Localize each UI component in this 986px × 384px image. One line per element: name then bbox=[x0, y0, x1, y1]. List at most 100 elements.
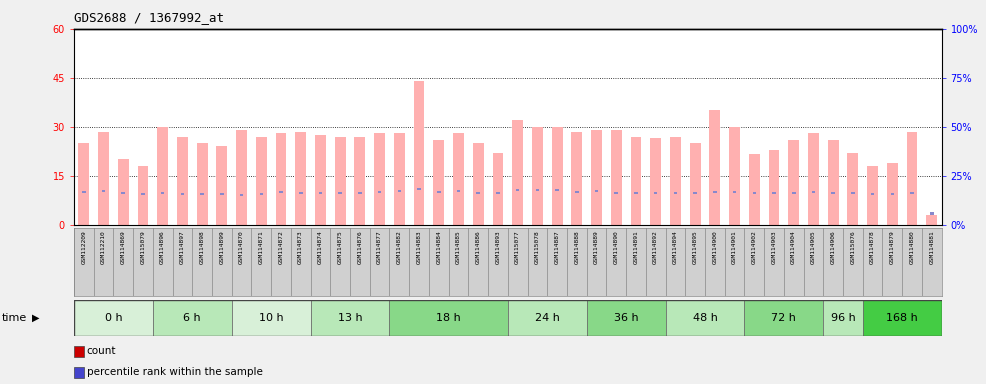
Bar bbox=[153, 300, 232, 336]
Text: count: count bbox=[87, 346, 116, 356]
Bar bbox=[240, 194, 244, 196]
Text: GSM115078: GSM115078 bbox=[534, 230, 540, 264]
Bar bbox=[397, 190, 401, 192]
Text: GSM114882: GSM114882 bbox=[396, 230, 402, 264]
Text: GSM114904: GSM114904 bbox=[791, 230, 797, 264]
Text: GSM115076: GSM115076 bbox=[850, 230, 856, 264]
Bar bbox=[378, 191, 382, 193]
Text: GSM114899: GSM114899 bbox=[219, 230, 225, 264]
Text: GSM114880: GSM114880 bbox=[909, 230, 915, 264]
Text: GSM114902: GSM114902 bbox=[751, 230, 757, 264]
Bar bbox=[610, 130, 621, 225]
Text: GSM114884: GSM114884 bbox=[436, 230, 442, 264]
Text: time: time bbox=[2, 313, 28, 323]
Bar bbox=[926, 215, 937, 225]
Bar bbox=[358, 192, 362, 194]
Bar bbox=[887, 163, 897, 225]
Text: 13 h: 13 h bbox=[338, 313, 362, 323]
Bar bbox=[827, 140, 838, 225]
Bar bbox=[871, 193, 875, 195]
Bar bbox=[180, 193, 184, 195]
Text: GSM114876: GSM114876 bbox=[357, 230, 363, 264]
Bar bbox=[654, 192, 658, 194]
Bar bbox=[492, 153, 503, 225]
Text: GSM114869: GSM114869 bbox=[120, 230, 126, 264]
Bar bbox=[595, 190, 599, 192]
Text: GSM114887: GSM114887 bbox=[554, 230, 560, 264]
Bar bbox=[906, 132, 917, 225]
Text: GSM114879: GSM114879 bbox=[889, 230, 895, 264]
Bar bbox=[535, 189, 539, 191]
Text: percentile rank within the sample: percentile rank within the sample bbox=[87, 367, 262, 377]
Bar bbox=[752, 192, 756, 194]
Text: GSM114874: GSM114874 bbox=[317, 230, 323, 264]
Text: GSM114905: GSM114905 bbox=[810, 230, 816, 264]
Text: GSM114886: GSM114886 bbox=[475, 230, 481, 264]
Text: GSM114889: GSM114889 bbox=[594, 230, 599, 264]
Text: GSM112210: GSM112210 bbox=[101, 230, 106, 264]
Bar bbox=[744, 300, 823, 336]
Text: GSM114870: GSM114870 bbox=[239, 230, 245, 264]
Bar bbox=[808, 133, 818, 225]
Text: ▶: ▶ bbox=[32, 313, 39, 323]
Text: GSM114871: GSM114871 bbox=[258, 230, 264, 264]
Bar bbox=[851, 192, 855, 194]
Bar bbox=[417, 188, 421, 190]
Text: 24 h: 24 h bbox=[534, 313, 560, 323]
Text: GSM114888: GSM114888 bbox=[574, 230, 580, 264]
Text: GSM114883: GSM114883 bbox=[416, 230, 422, 264]
Text: GSM114901: GSM114901 bbox=[732, 230, 738, 264]
Bar bbox=[614, 192, 618, 194]
Text: GSM114890: GSM114890 bbox=[613, 230, 619, 264]
Text: GSM114900: GSM114900 bbox=[712, 230, 718, 264]
Text: GSM114877: GSM114877 bbox=[377, 230, 383, 264]
Bar bbox=[259, 193, 263, 195]
Bar bbox=[453, 133, 463, 225]
Text: 10 h: 10 h bbox=[259, 313, 283, 323]
Bar bbox=[220, 193, 224, 195]
Bar bbox=[867, 166, 878, 225]
Bar bbox=[496, 192, 500, 194]
Bar bbox=[315, 135, 325, 225]
Bar bbox=[772, 192, 776, 194]
Bar bbox=[847, 153, 858, 225]
Text: 72 h: 72 h bbox=[771, 313, 797, 323]
Text: GSM115079: GSM115079 bbox=[140, 230, 146, 264]
Text: GSM114872: GSM114872 bbox=[278, 230, 284, 264]
Bar bbox=[571, 132, 582, 225]
Bar bbox=[689, 143, 700, 225]
Bar bbox=[437, 191, 441, 193]
Text: GSM114898: GSM114898 bbox=[199, 230, 205, 264]
Text: GSM114906: GSM114906 bbox=[830, 230, 836, 264]
Bar bbox=[673, 192, 677, 194]
Bar bbox=[693, 192, 697, 194]
Bar bbox=[393, 133, 404, 225]
Bar bbox=[591, 130, 601, 225]
Text: GSM112209: GSM112209 bbox=[81, 230, 87, 264]
Bar bbox=[275, 133, 286, 225]
Bar bbox=[141, 193, 145, 195]
Bar bbox=[792, 192, 796, 194]
Bar bbox=[200, 193, 204, 195]
Bar bbox=[255, 137, 266, 225]
Text: GSM115077: GSM115077 bbox=[515, 230, 521, 264]
Bar bbox=[196, 143, 207, 225]
Text: GSM114885: GSM114885 bbox=[456, 230, 461, 264]
Text: GSM114873: GSM114873 bbox=[298, 230, 304, 264]
Text: GSM114881: GSM114881 bbox=[929, 230, 935, 264]
Text: GSM114892: GSM114892 bbox=[653, 230, 659, 264]
Bar bbox=[472, 143, 483, 225]
Text: GSM114903: GSM114903 bbox=[771, 230, 777, 264]
Bar bbox=[311, 300, 389, 336]
Bar bbox=[338, 192, 342, 194]
Bar bbox=[512, 120, 523, 225]
Bar bbox=[334, 137, 345, 225]
Bar bbox=[121, 192, 125, 194]
Bar bbox=[587, 300, 666, 336]
Text: GDS2688 / 1367992_at: GDS2688 / 1367992_at bbox=[74, 12, 224, 25]
Text: 48 h: 48 h bbox=[692, 313, 718, 323]
Bar bbox=[118, 159, 128, 225]
Text: GSM114893: GSM114893 bbox=[495, 230, 501, 264]
Bar bbox=[650, 138, 661, 225]
Bar bbox=[98, 132, 108, 225]
